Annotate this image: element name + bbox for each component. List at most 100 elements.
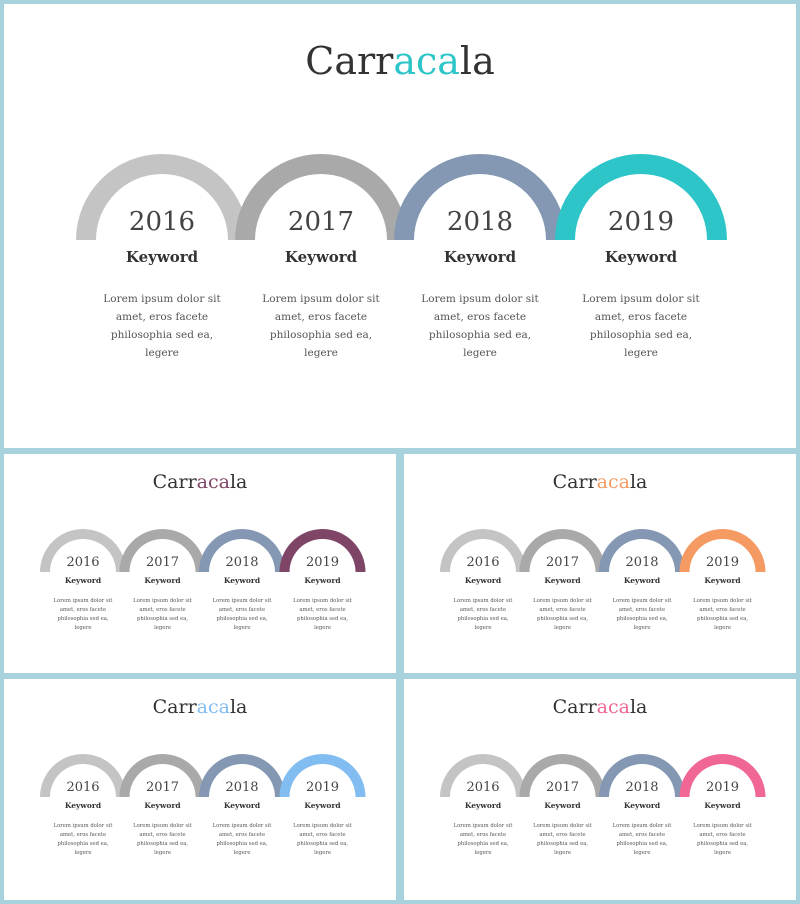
description-line: legere <box>74 625 92 631</box>
arc-2017 <box>519 754 606 797</box>
title-text: la <box>229 696 248 718</box>
title-text: la <box>459 39 495 83</box>
keyword-label: Keyword <box>144 801 181 810</box>
timeline-item: 2019 Keyword Lorem ipsum dolor sit amet, er… <box>688 553 758 633</box>
description-line: Lorem ipsum dolor sit <box>293 598 352 604</box>
year-label: 2016 <box>66 555 100 570</box>
description-text: Lorem ipsum dolor sit amet, eros facete ph… <box>607 597 677 633</box>
keyword-label: Keyword <box>64 576 102 585</box>
description-line: amet, eros facete <box>218 832 266 838</box>
description-line: Lorem ipsum dolor sit <box>212 598 272 604</box>
arc-2017 <box>119 754 206 797</box>
description-line: philosophia sed ea, <box>536 841 589 847</box>
slide-title: Carracala <box>4 36 796 86</box>
description-line: amet, eros facete <box>539 832 586 838</box>
description-text: Lorem ipsum dolor sit amet, eros facete ph… <box>128 597 198 633</box>
slide-title: Carracala <box>4 695 396 720</box>
keyword-label: Keyword <box>464 576 502 585</box>
description-line: legere <box>463 347 497 359</box>
description-line: amet, eros facete <box>618 832 666 838</box>
timeline-item: 2019 Keyword Lorem ipsum dolor sit amet, er… <box>571 202 711 362</box>
description-text: Lorem ipsum dolor sit amet, eros facete ph… <box>288 822 358 858</box>
timeline-item: 2016 Keyword Lorem ipsum dolor sit amet, er… <box>48 778 118 858</box>
title-text: la <box>629 471 648 493</box>
arc-2017 <box>519 529 606 572</box>
description-line: legere <box>714 625 731 631</box>
timeline-item: 2017 Keyword Lorem ipsum dolor sit amet, er… <box>528 778 598 858</box>
description-line: amet, eros facete <box>699 607 746 613</box>
timeline-item: 2018 Keyword Lorem ipsum dolor sit amet, er… <box>207 553 277 633</box>
description-line: legere <box>633 625 651 631</box>
keyword-label: Keyword <box>223 576 261 585</box>
year-label: 2017 <box>545 780 580 795</box>
description-line: philosophia sed ea, <box>536 616 589 622</box>
description-line: amet, eros facete <box>139 607 186 613</box>
year-label: 2018 <box>625 555 659 570</box>
description-line: legere <box>554 625 571 631</box>
description-line: philosophia sed ea, <box>589 329 693 341</box>
timeline-item: 2016 Keyword Lorem ipsum dolor sit amet, er… <box>448 553 518 633</box>
description-line: philosophia sed ea, <box>216 841 268 847</box>
description-line: amet, eros facete <box>299 832 346 838</box>
title-text: la <box>629 696 648 718</box>
slide-blue[interactable]: Carracala 2016 Keyword Lorem ipsum dolor si… <box>4 679 396 900</box>
slide-orange[interactable]: Carracala 2016 Keyword Lorem ipsum dolor si… <box>404 454 796 673</box>
description-line: amet, eros facete <box>115 311 209 323</box>
slide-title: Carracala <box>4 470 396 495</box>
description-line: Lorem ipsum dolor sit <box>453 823 513 829</box>
slide-main[interactable]: Carracala 2016 Keyword Lorem ipsum dolor si… <box>4 4 796 448</box>
description-text: Lorem ipsum dolor sit amet, eros facete ph… <box>288 597 358 633</box>
arc-2019 <box>679 529 766 572</box>
description-line: philosophia sed ea, <box>296 841 349 847</box>
timeline-item: 2016 Keyword Lorem ipsum dolor sit amet, er… <box>448 778 518 858</box>
year-label: 2016 <box>466 555 500 570</box>
arc-2019 <box>279 529 366 572</box>
keyword-label: Keyword <box>304 576 341 585</box>
arc-2016 <box>40 754 126 797</box>
description-text: Lorem ipsum dolor sit amet, eros facete ph… <box>688 822 758 858</box>
description-line: amet, eros facete <box>594 311 688 323</box>
title-accent-text: aca <box>196 696 230 718</box>
arc-2018 <box>599 754 685 797</box>
description-line: legere <box>154 850 171 856</box>
description-line: amet, eros facete <box>139 832 186 838</box>
timeline-arcs <box>40 754 366 797</box>
title-accent-text: aca <box>196 471 230 493</box>
slide-title: Carracala <box>404 470 796 495</box>
year-label: 2017 <box>145 555 180 570</box>
description-line: Lorem ipsum dolor sit <box>133 598 192 604</box>
description-line: legere <box>304 347 338 359</box>
description-text: Lorem ipsum dolor sit amet, eros facete ph… <box>410 290 550 362</box>
timeline-item: 2018 Keyword Lorem ipsum dolor sit amet, er… <box>207 778 277 858</box>
title-text: Carr <box>552 696 597 718</box>
description-line: legere <box>474 625 492 631</box>
description-line: philosophia sed ea, <box>616 841 668 847</box>
description-line: amet, eros facete <box>433 311 527 323</box>
description-text: Lorem ipsum dolor sit amet, eros facete ph… <box>207 822 277 858</box>
description-line: Lorem ipsum dolor sit <box>693 823 752 829</box>
timeline-item: 2018 Keyword Lorem ipsum dolor sit amet, er… <box>607 778 677 858</box>
keyword-label: Keyword <box>443 248 517 266</box>
slide-pink[interactable]: Carracala 2016 Keyword Lorem ipsum dolor si… <box>404 679 796 900</box>
description-line: Lorem ipsum dolor sit <box>262 293 380 305</box>
year-label: 2017 <box>287 207 355 237</box>
title-text: Carr <box>552 471 597 493</box>
title-accent-text: aca <box>596 471 630 493</box>
description-text: Lorem ipsum dolor sit amet, eros facete ph… <box>528 597 598 633</box>
description-line: philosophia sed ea, <box>616 616 668 622</box>
description-line: legere <box>554 850 571 856</box>
description-line: Lorem ipsum dolor sit <box>533 598 592 604</box>
keyword-label: Keyword <box>144 576 181 585</box>
timeline-arcs <box>440 754 766 797</box>
description-line: amet, eros facete <box>618 607 666 613</box>
description-line: amet, eros facete <box>459 607 507 613</box>
description-line: legere <box>233 850 251 856</box>
description-text: Lorem ipsum dolor sit amet, eros facete ph… <box>92 290 232 362</box>
description-line: philosophia sed ea, <box>457 616 509 622</box>
slide-plum[interactable]: Carracala 2016 Keyword Lorem ipsum dolor si… <box>4 454 396 673</box>
description-line: legere <box>474 850 492 856</box>
description-line: Lorem ipsum dolor sit <box>293 823 352 829</box>
year-label: 2019 <box>705 780 740 795</box>
year-label: 2018 <box>625 780 659 795</box>
arc-2017 <box>235 154 407 240</box>
